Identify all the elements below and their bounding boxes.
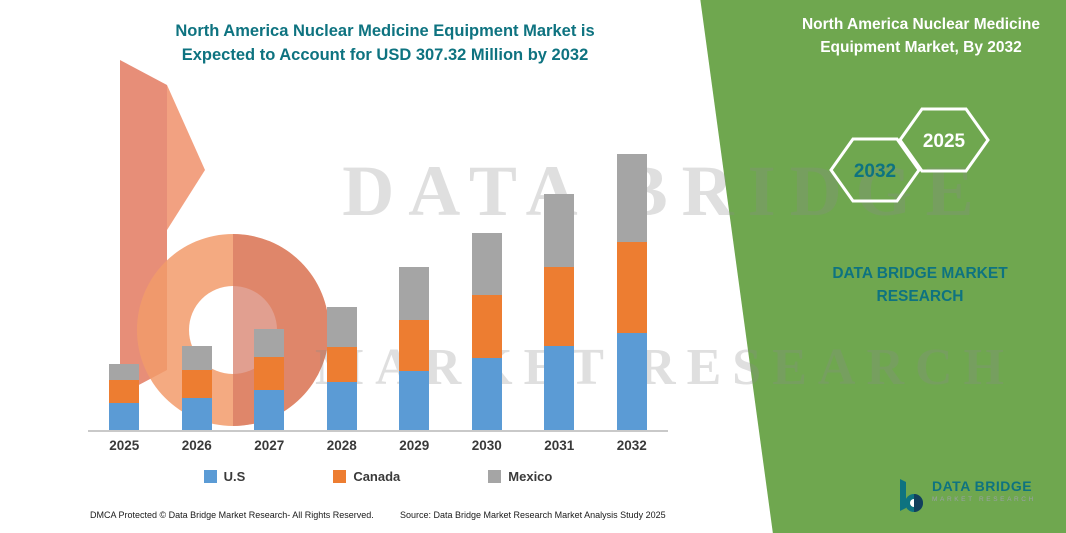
- bar-slot: [88, 364, 161, 430]
- x-axis-label-2030: 2030: [471, 438, 502, 453]
- page-title-line2: Expected to Account for USD 307.32 Milli…: [181, 45, 589, 64]
- legend-label: Mexico: [508, 469, 553, 484]
- bar-slot: [233, 329, 306, 430]
- x-axis-labels: 2025 2026 2027 2028 2029 2030 2031 2032: [88, 438, 668, 453]
- bar-segment-u-s: [326, 382, 357, 430]
- bar-segment-u-s: [254, 389, 285, 430]
- legend-label: U.S: [223, 469, 246, 484]
- bar-segment-canada: [616, 242, 647, 333]
- x-axis-label-2026: 2026: [181, 438, 212, 453]
- dmca-notice: DMCA Protected © Data Bridge Market Rese…: [90, 510, 374, 520]
- legend-item-u-s: U.S: [203, 469, 246, 484]
- legend-label: Canada: [353, 469, 401, 484]
- logo-name: DATA BRIDGE: [932, 478, 1033, 494]
- bar-segment-u-s: [616, 332, 647, 430]
- hexagon-2032-label: 2032: [854, 161, 896, 182]
- bar-segment-mexico: [471, 233, 502, 296]
- bar-segment-u-s: [181, 397, 212, 430]
- brand-name-text: DATA BRIDGE MARKET RESEARCH: [832, 265, 1008, 306]
- legend-swatch: [333, 470, 347, 483]
- plot-area: [88, 152, 668, 432]
- bar-segment-u-s: [109, 403, 140, 430]
- hexagon-2032-shape: [829, 137, 921, 203]
- bar-segment-mexico: [181, 346, 212, 370]
- x-axis-label-2027: 2027: [254, 438, 285, 453]
- banner-title: North America Nuclear Medicine Equipment…: [801, 16, 1041, 57]
- logo-tagline: MARKET RESEARCH: [932, 496, 1036, 503]
- x-axis-label-2029: 2029: [399, 438, 430, 453]
- bar-segment-mexico: [326, 306, 357, 348]
- bar-segment-canada: [471, 295, 502, 359]
- hexagon-2025-shape: [898, 107, 990, 173]
- stacked-bar-2027: [254, 329, 285, 430]
- page-title-line1: North America Nuclear Medicine Equipment…: [175, 22, 595, 40]
- x-axis-label-2031: 2031: [544, 438, 575, 453]
- bar-segment-canada: [254, 357, 285, 390]
- year-hexagons: 2032 2025: [829, 107, 990, 203]
- stacked-bar-2026: [181, 346, 212, 430]
- bar-segment-mexico: [109, 364, 140, 380]
- x-axis-label-2028: 2028: [326, 438, 357, 453]
- logo-texts: DATA BRIDGE MARKET RESEARCH: [932, 478, 1036, 503]
- stacked-bar-2029: [399, 267, 430, 430]
- bar-slot: [378, 267, 451, 430]
- bar-segment-u-s: [399, 370, 430, 430]
- bar-segment-mexico: [399, 267, 430, 320]
- bar-slot: [161, 346, 234, 430]
- bar-segment-mexico: [544, 193, 575, 268]
- hexagon-2025-label: 2025: [923, 131, 966, 152]
- bar-segment-canada: [544, 267, 575, 347]
- watermark-line2: MARKET RESEARCH: [314, 339, 1015, 396]
- watermark-line1: DATA BRIDGE: [342, 151, 988, 231]
- bar-segment-u-s: [471, 358, 502, 430]
- stacked-bar-2031: [544, 193, 575, 430]
- stacked-bar-2028: [326, 306, 357, 430]
- bar-segment-canada: [181, 369, 212, 398]
- bar-segment-mexico: [616, 154, 647, 243]
- stacked-bar-chart: 2025 2026 2027 2028 2029 2030 2031 2032 U.S Cana…: [88, 152, 668, 484]
- bar-segment-canada: [399, 319, 430, 371]
- bar-segment-canada: [109, 379, 140, 403]
- data-bridge-b-logo-icon: [900, 479, 923, 512]
- chart-legend: U.S Canada Mexico: [88, 469, 668, 484]
- stacked-bar-2030: [471, 233, 502, 430]
- stacked-bar-2032: [616, 154, 647, 430]
- page-title: North America Nuclear Medicine Equipment…: [150, 20, 620, 68]
- legend-item-canada: Canada: [333, 469, 400, 484]
- data-bridge-logo: DATA BRIDGE MARKET RESEARCH: [896, 478, 1036, 514]
- bar-segment-canada: [326, 347, 357, 383]
- bar-segment-mexico: [254, 329, 285, 358]
- bar-slot: [596, 154, 669, 430]
- bar-segment-u-s: [544, 346, 575, 430]
- legend-swatch: [488, 470, 502, 483]
- x-axis-label-2032: 2032: [616, 438, 647, 453]
- x-axis-label-2025: 2025: [109, 438, 140, 453]
- stacked-bar-2025: [109, 364, 140, 430]
- source-note: Source: Data Bridge Market Research Mark…: [400, 510, 666, 520]
- bar-slot: [523, 193, 596, 430]
- bar-slot: [451, 233, 524, 430]
- legend-swatch: [203, 470, 217, 483]
- legend-item-mexico: Mexico: [488, 469, 552, 484]
- bar-slot: [306, 306, 379, 430]
